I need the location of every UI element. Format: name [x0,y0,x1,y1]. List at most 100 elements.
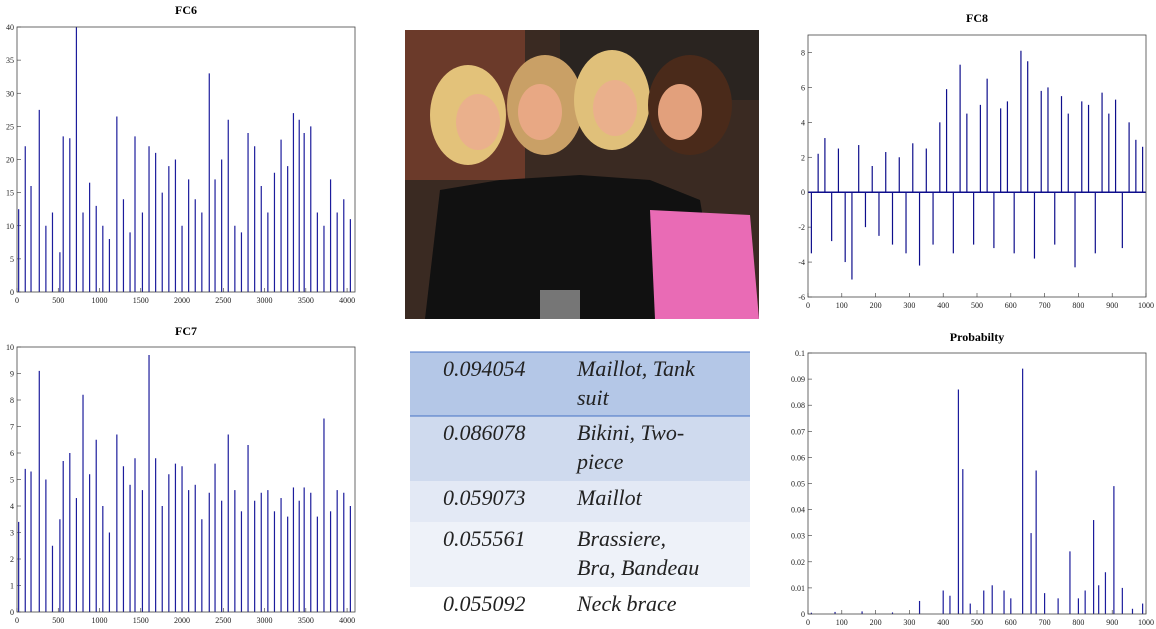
y-tick-label: 0 [801,610,805,619]
x-tick-label: 1000 [92,296,108,305]
y-tick-label: 0.01 [791,584,805,593]
x-tick-label: 500 [52,296,64,305]
y-tick-label: 0.03 [791,532,805,541]
y-tick-label: 0.04 [791,506,805,515]
x-tick-label: 300 [903,618,915,627]
x-tick-label: 0 [806,618,810,627]
y-tick-label: 0.05 [791,480,805,489]
x-tick-label: 900 [1106,618,1118,627]
face [658,84,702,140]
y-tick-label: 30 [6,89,14,98]
canvas: FC60510152025303540050010001500200025003… [0,0,1156,629]
y-tick-label: 6 [10,449,14,458]
y-tick-label: 0.07 [791,427,805,436]
y-tick-label: 15 [6,189,14,198]
x-tick-label: 100 [836,618,848,627]
y-tick-label: 0.1 [795,349,805,358]
x-tick-label: 700 [1039,301,1051,310]
x-tick-label: 800 [1072,301,1084,310]
x-tick-label: 2500 [215,616,231,625]
pink-top [650,210,759,319]
x-tick-label: 700 [1039,618,1051,627]
y-tick-label: 35 [6,56,14,65]
x-tick-label: 600 [1005,618,1017,627]
probability: 0.059073 [443,485,526,510]
x-tick-label: 500 [971,618,983,627]
y-tick-label: 40 [6,23,14,32]
y-tick-label: 0.09 [791,375,805,384]
class-label: Maillot [576,485,643,510]
glass [540,290,580,319]
probability: 0.055092 [443,591,526,616]
y-tick-label: 2 [10,555,14,564]
y-tick-label: 8 [801,48,805,57]
x-tick-label: 2500 [215,296,231,305]
x-tick-label: 400 [937,618,949,627]
face [518,84,562,140]
y-tick-label: 0.08 [791,401,805,410]
y-tick-label: 10 [6,343,14,352]
x-tick-label: 100 [836,301,848,310]
x-tick-label: 3500 [298,616,314,625]
y-tick-label: -2 [798,223,805,232]
x-tick-label: 1500 [133,296,149,305]
chart-title: FC7 [175,324,197,338]
y-tick-label: 9 [10,370,14,379]
y-tick-label: 10 [6,222,14,231]
x-tick-label: 3500 [298,296,314,305]
class-label: piece [575,449,624,474]
x-tick-label: 500 [52,616,64,625]
y-tick-label: 4 [801,118,805,127]
chart-title: FC6 [175,3,197,17]
x-tick-label: 0 [15,616,19,625]
y-tick-label: 6 [801,83,805,92]
class-label: suit [577,385,610,410]
x-tick-label: 400 [937,301,949,310]
x-tick-label: 0 [15,296,19,305]
x-tick-label: 900 [1106,301,1118,310]
y-tick-label: 5 [10,255,14,264]
y-tick-label: 0 [801,188,805,197]
y-tick-label: 20 [6,156,14,165]
x-tick-label: 4000 [339,616,355,625]
class-label: Bikini, Two- [577,420,684,445]
probability: 0.086078 [443,420,526,445]
y-tick-label: 5 [10,476,14,485]
chart-title: FC8 [966,11,988,25]
y-tick-label: 8 [10,396,14,405]
x-tick-label: 1500 [133,616,149,625]
y-tick-label: 1 [10,582,14,591]
y-tick-label: 0.02 [791,558,805,567]
probability: 0.094054 [443,356,526,381]
x-tick-label: 1000 [1138,301,1154,310]
figure: FC60510152025303540050010001500200025003… [0,0,1156,629]
y-tick-label: 4 [10,502,14,511]
x-tick-label: 3000 [257,296,273,305]
chart-title: Probabilty [950,330,1004,344]
x-tick-label: 500 [971,301,983,310]
y-tick-label: 0 [10,288,14,297]
x-tick-label: 800 [1072,618,1084,627]
x-tick-label: 4000 [339,296,355,305]
x-tick-label: 1000 [1138,618,1154,627]
y-tick-label: -6 [798,293,805,302]
x-tick-label: 300 [903,301,915,310]
probability: 0.055561 [443,526,526,551]
y-tick-label: 25 [6,122,14,131]
y-tick-label: 0 [10,608,14,617]
x-tick-label: 200 [870,301,882,310]
axes-frame [808,353,1146,614]
class-label: Bra, Bandeau [577,555,699,580]
y-tick-label: -4 [798,258,805,267]
face [593,80,637,136]
x-tick-label: 2000 [174,296,190,305]
x-tick-label: 1000 [92,616,108,625]
y-tick-label: 3 [10,529,14,538]
face [456,94,500,150]
x-tick-label: 3000 [257,616,273,625]
x-tick-label: 2000 [174,616,190,625]
y-tick-label: 0.06 [791,453,805,462]
y-tick-label: 2 [801,153,805,162]
y-tick-label: 7 [10,423,14,432]
photo [405,30,759,319]
